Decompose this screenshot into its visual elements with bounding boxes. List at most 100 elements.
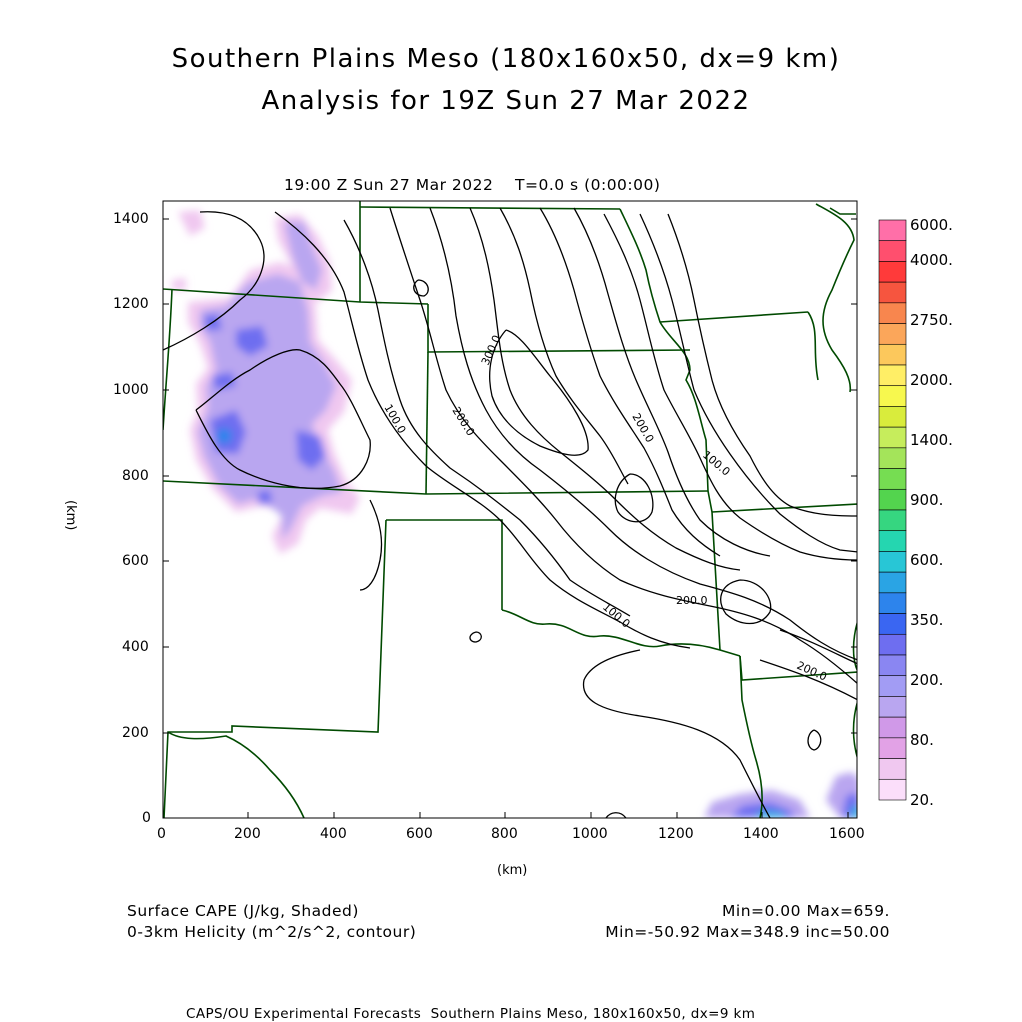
cape-min-max: Min=0.00 Max=659. <box>722 902 890 920</box>
colorbar-swatch <box>878 551 907 573</box>
colorbar-swatch <box>878 758 907 780</box>
contour-label: 200.0 <box>676 594 708 607</box>
colorbar-label: 80. <box>910 731 934 749</box>
colorbar-swatch <box>878 633 907 656</box>
boundary-wy-sw <box>167 731 305 818</box>
colorbar-swatch <box>878 592 907 614</box>
x-tick-label: 200 <box>234 826 261 842</box>
axis-ticks <box>162 218 857 819</box>
contour-texas <box>582 649 771 818</box>
colorbar-swatch <box>878 219 907 242</box>
colorbar-swatch <box>878 240 907 262</box>
field-description-cape: Surface CAPE (J/kg, Shaded) <box>127 902 359 920</box>
colorbar <box>878 219 907 801</box>
boundary-mn-river <box>829 207 856 215</box>
y-tick-label: 400 <box>122 639 149 655</box>
colorbar-swatch <box>878 613 907 635</box>
contour-label: 100.0 <box>700 448 732 478</box>
contour-200-b <box>573 207 771 557</box>
y-tick-label: 800 <box>122 468 149 484</box>
x-tick-label: 1400 <box>743 826 779 842</box>
colorbar-swatch <box>878 261 907 283</box>
colorbar-swatch <box>878 281 907 304</box>
colorbar-label: 200. <box>910 671 944 689</box>
boundary-co-west <box>163 288 173 431</box>
y-tick-label: 600 <box>122 553 149 569</box>
contour-small-loop-1 <box>469 631 482 643</box>
contour-label: 200.0 <box>449 405 477 439</box>
plot-frame <box>162 200 858 819</box>
contour-100-a <box>274 211 691 649</box>
colorbar-swatch <box>878 323 907 345</box>
contour-label: 200.0 <box>795 659 829 684</box>
colorbar-label: 4000. <box>910 251 953 269</box>
colorbar-swatch <box>878 737 907 759</box>
contour-west-loop <box>195 349 371 489</box>
contour-250 <box>469 207 741 571</box>
x-axis-label: (km) <box>497 863 528 878</box>
contour-small-loop-4 <box>605 812 627 818</box>
boundary-co-ks <box>425 351 429 495</box>
contour-150 <box>389 207 857 684</box>
contour-100-c <box>639 213 857 553</box>
contour-small-loop-3 <box>413 279 429 297</box>
contour-south-loop <box>720 579 772 625</box>
helicity-min-max: Min=-50.92 Max=348.9 inc=50.00 <box>605 923 890 941</box>
colorbar-swatch <box>878 364 907 387</box>
contour-label: 300.0 <box>479 333 504 367</box>
contour-label: 100.0 <box>600 600 632 630</box>
boundary-mississippi <box>807 203 855 393</box>
colorbar-label: 600. <box>910 551 944 569</box>
colorbar-swatch <box>878 530 907 552</box>
colorbar-label: 1400. <box>910 431 953 449</box>
colorbar-swatch <box>878 696 907 718</box>
colorbar-swatch <box>878 343 907 366</box>
boundary-tx-la <box>739 655 763 818</box>
y-tick-label: 1200 <box>113 296 149 312</box>
colorbar-label: 900. <box>910 491 944 509</box>
boundary-ne-sd <box>359 206 621 210</box>
chart-title-line-2: Analysis for 19Z Sun 27 Mar 2022 <box>261 86 751 116</box>
y-tick-label: 200 <box>122 725 149 741</box>
colorbar-label: 2000. <box>910 371 953 389</box>
colorbar-swatch <box>878 302 907 324</box>
colorbar-swatch <box>878 447 907 469</box>
colorbar-label: 350. <box>910 611 944 629</box>
cape-shading <box>172 210 857 818</box>
contour-west-lower <box>359 499 383 591</box>
colorbar-swatch <box>878 654 907 677</box>
contour-300-b <box>499 207 629 485</box>
colorbar-swatch <box>878 571 907 594</box>
geographic-boundaries <box>163 201 857 818</box>
x-tick-label: 0 <box>157 826 166 842</box>
contour-loop-center <box>614 473 654 523</box>
field-description-helicity: 0-3km Helicity (m^2/s^2, contour) <box>127 923 417 941</box>
colorbar-label: 20. <box>910 791 934 809</box>
contour-southeast-b <box>779 629 857 665</box>
colorbar-swatch <box>878 509 907 532</box>
x-tick-label: 1200 <box>658 826 694 842</box>
contour-west-100 <box>163 211 265 351</box>
x-tick-label: 1600 <box>829 826 865 842</box>
boundary-nm-tx <box>163 519 387 818</box>
colorbar-swatch <box>878 426 907 449</box>
colorbar-swatch <box>878 385 907 407</box>
colorbar-swatch <box>878 406 907 428</box>
boundary-ar-north <box>711 503 857 513</box>
colorbar-swatch <box>878 778 907 801</box>
x-tick-label: 400 <box>320 826 347 842</box>
boundary-mo-ia <box>659 311 809 323</box>
y-tick-label: 1000 <box>113 382 149 398</box>
credit-line: CAPS/OU Experimental Forecasts Southern … <box>186 1006 756 1022</box>
cape-area-southeast-blue <box>754 806 857 818</box>
boundary-red-river <box>501 609 741 657</box>
helicity-contours <box>163 207 857 818</box>
contour-250-b <box>539 207 721 557</box>
colorbar-swatch <box>878 468 907 490</box>
colorbar-swatch <box>878 488 907 511</box>
boundary-ks-ok <box>163 480 709 495</box>
colorbar-swatch <box>878 716 907 739</box>
contour-300 <box>489 329 589 456</box>
x-tick-label: 600 <box>406 826 433 842</box>
